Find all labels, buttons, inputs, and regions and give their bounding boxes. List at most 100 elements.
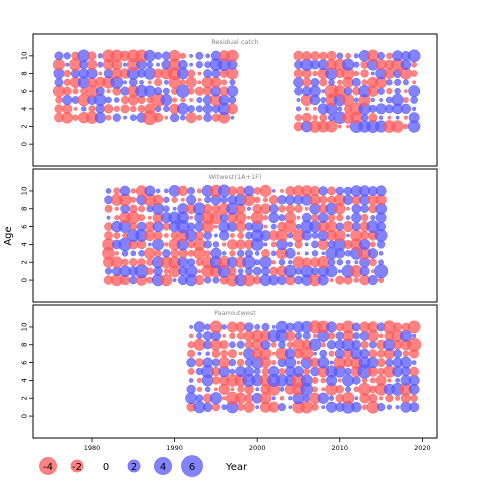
residual-bubble — [185, 76, 197, 88]
residual-bubble — [106, 89, 111, 94]
residual-bubble — [218, 94, 230, 106]
residual-bubble — [204, 250, 211, 257]
residual-bubble — [164, 242, 169, 247]
residual-bubble — [129, 258, 138, 267]
residual-bubble — [189, 62, 194, 67]
residual-bubble — [112, 113, 121, 122]
residual-bubble — [360, 231, 369, 240]
residual-bubble — [318, 186, 328, 196]
residual-bubble — [335, 186, 345, 196]
residual-bubble — [301, 212, 312, 223]
residual-bubble — [287, 232, 294, 239]
residual-bubble — [72, 114, 79, 121]
residual-bubble — [54, 77, 64, 87]
residual-bubble — [177, 185, 188, 197]
residual-bubble — [294, 332, 303, 340]
residual-bubble — [403, 115, 408, 120]
residual-bubble — [319, 195, 328, 205]
residual-bubble — [312, 114, 318, 121]
residual-bubble — [229, 79, 236, 86]
residual-bubble — [212, 276, 220, 284]
residual-bubble — [94, 112, 106, 124]
residual-bubble — [319, 51, 328, 60]
residual-bubble — [368, 349, 378, 359]
residual-bubble — [263, 224, 268, 229]
residual-bubble — [237, 249, 245, 257]
residual-bubble — [146, 267, 154, 275]
residual-bubble — [386, 79, 393, 86]
residual-bubble — [155, 188, 161, 194]
residual-bubble — [394, 87, 401, 95]
x-tick-label: 2020 — [414, 444, 431, 452]
residual-bubble — [327, 258, 336, 267]
residual-bubble — [368, 113, 378, 123]
residual-bubble — [168, 49, 181, 62]
residual-bubble — [336, 259, 343, 266]
residual-bubble — [336, 214, 344, 222]
residual-bubble — [393, 322, 403, 332]
residual-bubble — [122, 232, 128, 239]
residual-bubble — [63, 78, 71, 86]
residual-bubble — [311, 232, 319, 239]
residual-bubble — [351, 203, 362, 214]
residual-bubble — [325, 265, 338, 278]
residual-bubble — [311, 240, 319, 249]
residual-bubble — [360, 204, 369, 213]
residual-bubble — [293, 50, 304, 61]
residual-bubble — [312, 386, 318, 393]
residual-bubble — [176, 67, 189, 80]
residual-bubble — [304, 106, 309, 111]
residual-bubble — [187, 187, 195, 195]
residual-bubble — [81, 106, 87, 112]
residual-bubble — [344, 367, 352, 376]
residual-bubble — [261, 322, 270, 331]
residual-bubble — [327, 213, 336, 222]
residual-bubble — [352, 376, 361, 385]
residual-bubble — [399, 356, 412, 369]
residual-bubble — [311, 376, 319, 384]
residual-bubble — [171, 196, 178, 203]
residual-bubble — [227, 349, 237, 359]
residual-bubble — [195, 105, 203, 113]
residual-bubble — [288, 405, 293, 409]
residual-bubble — [341, 58, 355, 71]
residual-bubble — [412, 106, 417, 111]
residual-bubble — [370, 97, 375, 103]
residual-bubble — [403, 97, 409, 103]
residual-bubble — [162, 87, 170, 95]
residual-bubble — [114, 215, 120, 221]
residual-bubble — [379, 98, 384, 102]
residual-bubble — [104, 231, 113, 240]
residual-bubble — [409, 366, 419, 377]
residual-bubble — [351, 222, 361, 231]
y-tick-label: 10 — [21, 186, 29, 195]
y-tick-label: 0 — [21, 278, 29, 282]
residual-bubble — [395, 395, 401, 401]
y-tick-label: 4 — [21, 378, 29, 383]
residual-bubble — [177, 256, 189, 268]
residual-bubble — [326, 340, 337, 350]
residual-bubble — [235, 239, 246, 250]
residual-bubble — [187, 105, 195, 113]
residual-bubble — [300, 400, 314, 414]
residual-bubble — [195, 51, 204, 60]
residual-bubble — [326, 321, 338, 333]
residual-bubble — [360, 340, 369, 349]
residual-bubble — [110, 256, 123, 269]
residual-bubble — [328, 350, 335, 357]
x-tick-label: 2000 — [249, 444, 266, 452]
residual-bubble — [244, 249, 253, 258]
residual-bubble — [105, 267, 113, 275]
y-tick-label: 4 — [21, 106, 29, 111]
residual-bubble — [236, 340, 245, 349]
residual-bubble — [346, 124, 350, 129]
residual-bubble — [210, 76, 222, 88]
residual-bubble — [253, 368, 261, 375]
residual-bubble — [411, 61, 417, 68]
residual-bubble — [271, 396, 276, 401]
residual-bubble — [218, 356, 230, 369]
residual-bubble — [164, 233, 169, 238]
residual-bubble — [375, 374, 387, 386]
residual-bubble — [378, 259, 384, 266]
residual-bubble — [285, 204, 295, 214]
